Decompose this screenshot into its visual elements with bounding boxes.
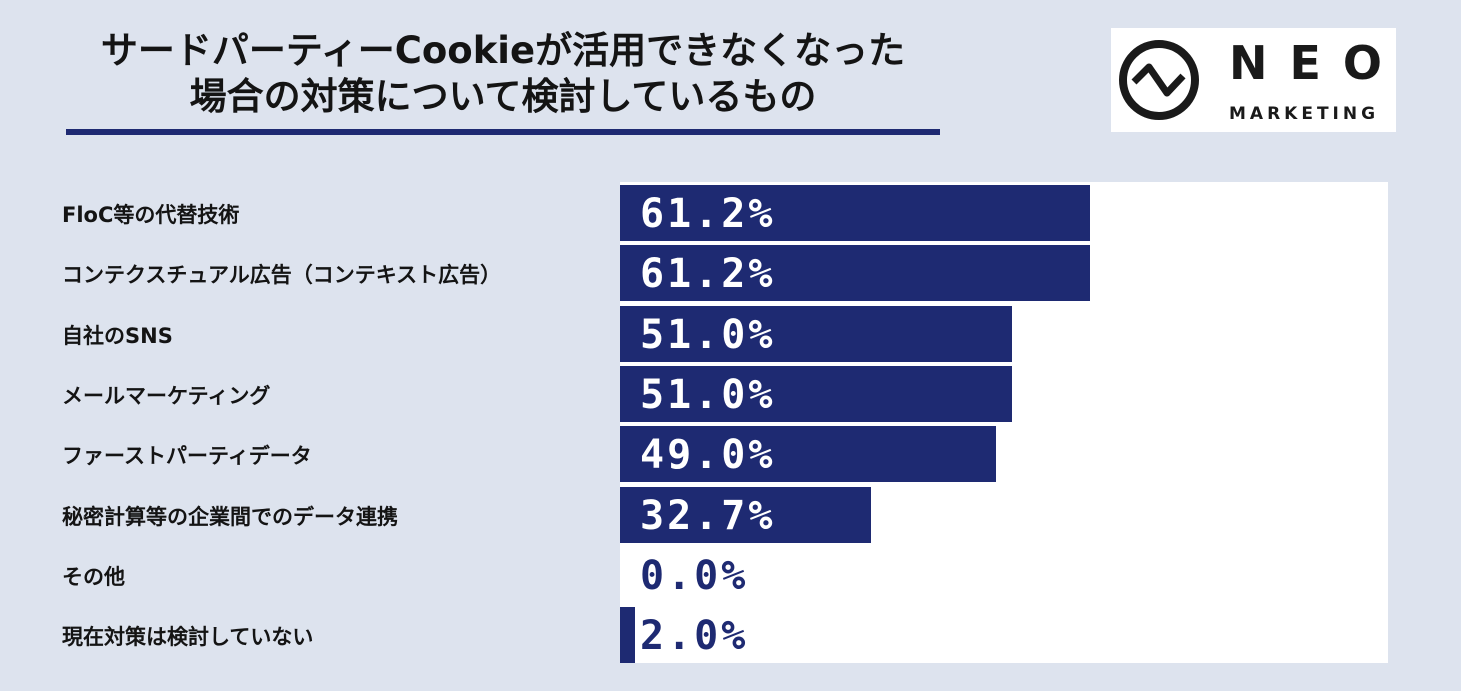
value-label: 0.0%: [640, 552, 749, 599]
bar: [620, 305, 1012, 362]
value-label: 32.7%: [640, 492, 776, 539]
logo-wordmark: NEO: [1229, 36, 1405, 90]
category-label: 秘密計算等の企業間でのデータ連携: [62, 504, 398, 529]
chart-title: サードパーティーCookieが活用できなくなった 場合の対策について検討している…: [66, 28, 940, 120]
category-label: メールマーケティング: [62, 383, 271, 408]
category-label: 自社のSNS: [62, 323, 173, 348]
value-label: 61.2%: [640, 191, 776, 237]
value-label: 2.0%: [640, 613, 749, 660]
category-label: ファーストパーティデータ: [62, 444, 312, 469]
bar: [620, 365, 1012, 422]
category-label: コンテクスチュアル広告（コンテキスト広告）: [62, 263, 502, 288]
category-label: 現在対策は検討していない: [62, 625, 314, 650]
bar: [620, 245, 1090, 302]
logo-subtitle: MARKETING: [1229, 104, 1380, 124]
bar: [620, 185, 1090, 241]
neo-marketing-logo: NEO MARKETING: [1111, 28, 1396, 132]
title-line-2: 場合の対策について検討しているもの: [189, 75, 817, 118]
category-label: その他: [62, 564, 125, 589]
value-label: 61.2%: [640, 251, 776, 298]
title-underline: [66, 129, 940, 135]
bar: [620, 607, 636, 664]
pulse-circle-icon: [1119, 40, 1199, 120]
title-line-1: サードパーティーCookieが活用できなくなった: [100, 29, 906, 72]
bar: [620, 426, 997, 483]
category-label: FloC等の代替技術: [62, 203, 240, 227]
bar: [620, 486, 872, 543]
value-label: 49.0%: [640, 432, 776, 479]
value-label: 51.0%: [640, 311, 776, 358]
value-label: 51.0%: [640, 371, 776, 418]
